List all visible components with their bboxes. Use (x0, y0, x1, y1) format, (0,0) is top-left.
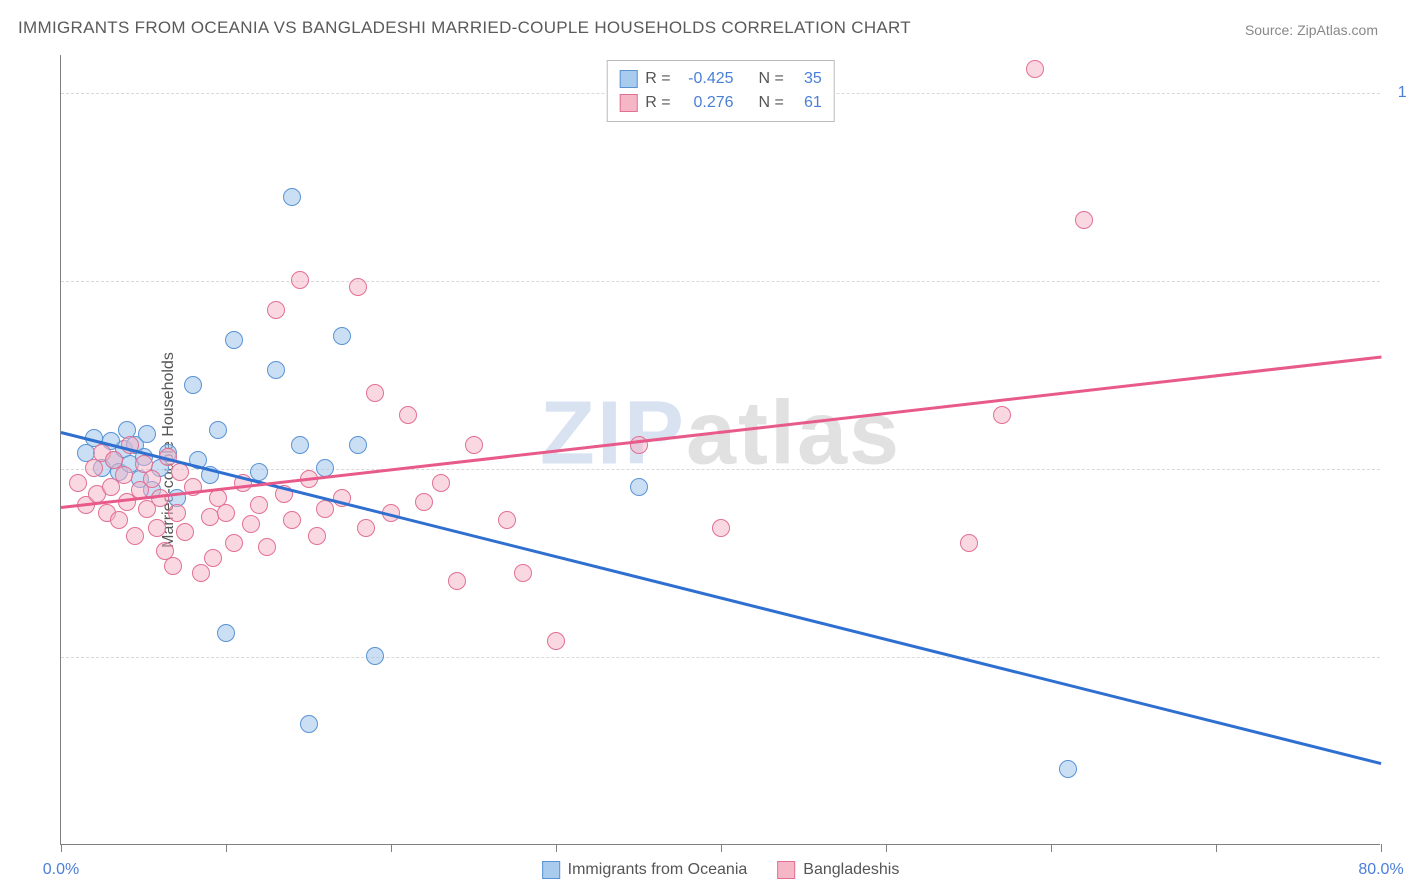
data-point-bangladeshi (316, 500, 334, 518)
data-point-oceania (300, 715, 318, 733)
legend-label-oceania: Immigrants from Oceania (568, 861, 748, 879)
y-tick-label: 75.0% (1392, 272, 1406, 290)
data-point-bangladeshi (514, 564, 532, 582)
y-tick-label: 50.0% (1392, 460, 1406, 478)
source-attribution: Source: ZipAtlas.com (1245, 22, 1378, 38)
data-point-bangladeshi (148, 519, 166, 537)
swatch-oceania-icon (542, 861, 560, 879)
x-tick (226, 844, 227, 852)
x-tick (391, 844, 392, 852)
data-point-oceania (209, 421, 227, 439)
data-point-bangladeshi (547, 632, 565, 650)
data-point-oceania (630, 478, 648, 496)
data-point-oceania (1059, 760, 1077, 778)
chart-title: IMMIGRANTS FROM OCEANIA VS BANGLADESHI M… (18, 18, 911, 38)
legend-item-bangladeshi: Bangladeshis (777, 861, 899, 879)
r-value-bangladeshi: 0.276 (679, 91, 734, 115)
data-point-oceania (349, 436, 367, 454)
data-point-oceania (225, 331, 243, 349)
x-tick (721, 844, 722, 852)
data-point-oceania (291, 436, 309, 454)
source-prefix: Source: (1245, 22, 1297, 38)
data-point-bangladeshi (366, 384, 384, 402)
n-value-bangladeshi: 61 (792, 91, 822, 115)
data-point-bangladeshi (168, 504, 186, 522)
n-label: N = (758, 67, 783, 91)
data-point-bangladeshi (1026, 60, 1044, 78)
data-point-bangladeshi (432, 474, 450, 492)
y-tick-label: 25.0% (1392, 648, 1406, 666)
trend-line-bangladeshi (61, 356, 1381, 509)
data-point-bangladeshi (283, 511, 301, 529)
data-point-bangladeshi (712, 519, 730, 537)
data-point-oceania (267, 361, 285, 379)
plot-area: Married-couple Households 25.0%50.0%75.0… (60, 55, 1380, 845)
x-tick (556, 844, 557, 852)
gridline (61, 657, 1380, 658)
swatch-bangladeshi-icon (777, 861, 795, 879)
data-point-oceania (217, 624, 235, 642)
x-tick-label: 80.0% (1358, 861, 1403, 879)
data-point-bangladeshi (267, 301, 285, 319)
data-point-bangladeshi (349, 278, 367, 296)
x-tick (61, 844, 62, 852)
data-point-bangladeshi (291, 271, 309, 289)
data-point-bangladeshi (204, 549, 222, 567)
x-tick (1051, 844, 1052, 852)
data-point-bangladeshi (498, 511, 516, 529)
data-point-bangladeshi (110, 511, 128, 529)
legend-item-oceania: Immigrants from Oceania (542, 861, 748, 879)
data-point-oceania (283, 188, 301, 206)
data-point-bangladeshi (192, 564, 210, 582)
data-point-bangladeshi (126, 527, 144, 545)
trend-line-oceania (61, 431, 1382, 764)
legend-label-bangladeshi: Bangladeshis (803, 861, 899, 879)
r-label: R = (645, 91, 670, 115)
data-point-bangladeshi (415, 493, 433, 511)
data-point-bangladeshi (164, 557, 182, 575)
correlation-row-bangladeshi: R = 0.276 N = 61 (619, 91, 822, 115)
data-point-bangladeshi (242, 515, 260, 533)
series-legend: Immigrants from Oceania Bangladeshis (542, 861, 900, 879)
data-point-bangladeshi (993, 406, 1011, 424)
n-label: N = (758, 91, 783, 115)
r-label: R = (645, 67, 670, 91)
x-tick-label: 0.0% (43, 861, 79, 879)
swatch-oceania-icon (619, 70, 637, 88)
data-point-bangladeshi (143, 470, 161, 488)
correlation-legend: R = -0.425 N = 35 R = 0.276 N = 61 (606, 60, 835, 122)
data-point-bangladeshi (448, 572, 466, 590)
x-tick (886, 844, 887, 852)
data-point-bangladeshi (201, 508, 219, 526)
data-point-bangladeshi (465, 436, 483, 454)
data-point-bangladeshi (225, 534, 243, 552)
data-point-bangladeshi (115, 466, 133, 484)
r-value-oceania: -0.425 (679, 67, 734, 91)
data-point-bangladeshi (69, 474, 87, 492)
data-point-bangladeshi (176, 523, 194, 541)
data-point-bangladeshi (1075, 211, 1093, 229)
x-tick (1216, 844, 1217, 852)
data-point-bangladeshi (960, 534, 978, 552)
x-tick (1381, 844, 1382, 852)
data-point-oceania (250, 463, 268, 481)
data-point-bangladeshi (399, 406, 417, 424)
data-point-oceania (333, 327, 351, 345)
data-point-bangladeshi (171, 463, 189, 481)
data-point-bangladeshi (250, 496, 268, 514)
y-tick-label: 100.0% (1392, 84, 1406, 102)
n-value-oceania: 35 (792, 67, 822, 91)
data-point-bangladeshi (357, 519, 375, 537)
swatch-bangladeshi-icon (619, 94, 637, 112)
source-link[interactable]: ZipAtlas.com (1297, 22, 1378, 38)
data-point-bangladeshi (217, 504, 235, 522)
correlation-row-oceania: R = -0.425 N = 35 (619, 67, 822, 91)
gridline (61, 281, 1380, 282)
data-point-bangladeshi (308, 527, 326, 545)
data-point-oceania (138, 425, 156, 443)
data-point-bangladeshi (258, 538, 276, 556)
data-point-oceania (366, 647, 384, 665)
data-point-oceania (184, 376, 202, 394)
